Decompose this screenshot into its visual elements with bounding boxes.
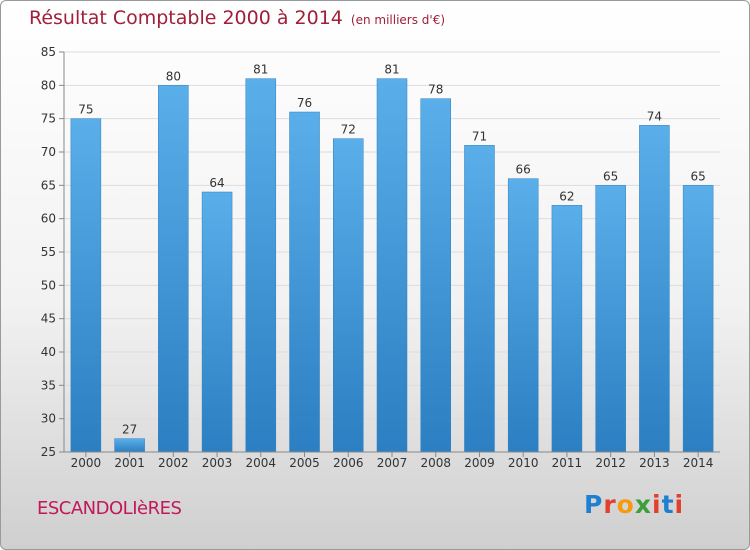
- bar: [245, 78, 277, 453]
- data-label: 71: [472, 129, 487, 143]
- logo-letter: r: [603, 490, 617, 519]
- bar: [595, 185, 626, 453]
- logo-letter: i: [674, 490, 685, 519]
- y-tick-label: 40: [41, 345, 56, 359]
- x-tick-label: 2003: [202, 456, 233, 470]
- logo-letter: o: [616, 490, 635, 519]
- x-tick-label: 2012: [595, 456, 626, 470]
- x-tick-label: 2005: [289, 456, 320, 470]
- data-label: 72: [341, 123, 356, 137]
- x-tick-label: 2014: [683, 456, 714, 470]
- x-tick-label: 2006: [333, 456, 364, 470]
- y-tick-label: 25: [41, 445, 56, 459]
- data-label: 62: [559, 189, 574, 203]
- y-tick-label: 30: [41, 412, 56, 426]
- x-tick-label: 2004: [246, 456, 277, 470]
- bar: [682, 185, 714, 453]
- bar: [201, 191, 233, 453]
- bar: [376, 78, 408, 453]
- chart-title: Résultat Comptable 2000 à 2014 (en millie…: [29, 7, 445, 29]
- chart-subtitle: (en milliers d'€): [350, 13, 446, 27]
- commune-name: ESCANDOLIèRES: [37, 498, 182, 519]
- data-label: 65: [603, 169, 618, 183]
- bar: [289, 111, 320, 453]
- y-tick-label: 50: [41, 278, 56, 292]
- y-tick-label: 75: [41, 112, 56, 126]
- logo-letter: P: [584, 490, 604, 519]
- y-tick-label: 80: [41, 78, 56, 92]
- y-tick-label: 35: [41, 378, 56, 392]
- data-label: 65: [690, 169, 705, 183]
- data-label: 74: [647, 109, 662, 123]
- bar: [420, 98, 451, 453]
- data-label: 66: [516, 163, 531, 177]
- x-tick-label: 2001: [114, 456, 145, 470]
- logo-letter: x: [634, 490, 652, 519]
- x-tick-label: 2013: [639, 456, 670, 470]
- x-tick-label: 2002: [158, 456, 189, 470]
- bar: [551, 205, 583, 453]
- data-label: 64: [209, 176, 224, 190]
- y-tick-label: 60: [41, 212, 56, 226]
- data-label: 81: [384, 63, 399, 77]
- proxiti-logo[interactable]: Proxiti: [584, 490, 684, 519]
- data-label: 81: [253, 63, 268, 77]
- bar: [464, 145, 495, 453]
- x-tick-label: 2011: [552, 456, 583, 470]
- logo-letter: t: [661, 490, 675, 519]
- chart-title-text: Résultat Comptable 2000 à 2014: [29, 7, 343, 29]
- bar: [639, 125, 670, 453]
- bar: [70, 118, 102, 453]
- data-label: 76: [297, 96, 312, 110]
- y-tick-label: 65: [41, 178, 56, 192]
- bar: [333, 138, 364, 453]
- bar: [114, 438, 145, 453]
- data-label: 78: [428, 83, 443, 97]
- data-label: 75: [78, 103, 93, 117]
- data-label: 27: [122, 423, 137, 437]
- bar: [158, 85, 189, 453]
- y-tick-label: 55: [41, 245, 56, 259]
- x-tick-label: 2000: [71, 456, 102, 470]
- x-tick-label: 2008: [420, 456, 451, 470]
- y-tick-label: 45: [41, 312, 56, 326]
- data-label: 80: [166, 69, 181, 83]
- y-tick-label: 70: [41, 145, 56, 159]
- x-tick-label: 2010: [508, 456, 539, 470]
- bar: [507, 178, 539, 453]
- y-tick-label: 85: [41, 45, 56, 59]
- logo-letter: i: [652, 490, 662, 519]
- x-tick-label: 2007: [377, 456, 408, 470]
- x-tick-label: 2009: [464, 456, 495, 470]
